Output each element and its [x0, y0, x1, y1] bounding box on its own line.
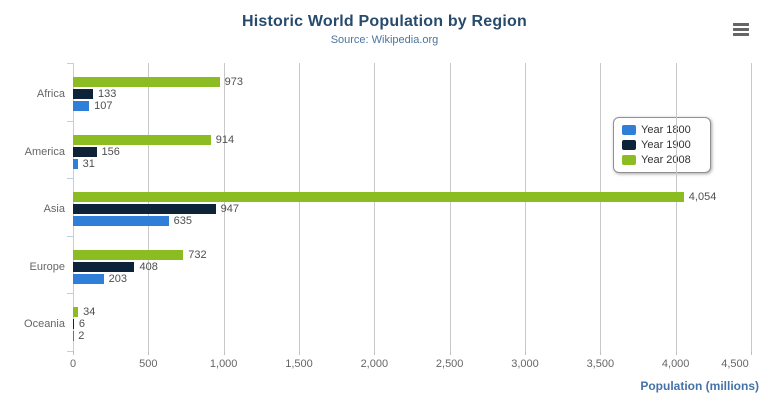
legend-item-label: Year 1800 — [641, 124, 691, 136]
gridline — [223, 63, 225, 351]
bar-asia-year-1900[interactable] — [73, 204, 216, 215]
x-axis-title: Population (millions) — [640, 379, 759, 393]
x-axis-tick — [675, 351, 677, 355]
category-label-europe: Europe — [29, 260, 65, 273]
legend-swatch-icon — [622, 155, 636, 165]
x-axis-label: 2,000 — [360, 358, 389, 370]
bar-oceania-year-1900[interactable] — [73, 319, 74, 330]
x-axis-tick — [449, 351, 451, 355]
gridline — [751, 63, 752, 351]
y-axis-tick — [67, 178, 73, 180]
legend-item-year-1800[interactable]: Year 1800 — [622, 124, 704, 136]
gridline — [374, 63, 376, 351]
category-label-america: America — [24, 145, 65, 158]
bar-value-label: 4,054 — [688, 191, 717, 204]
context-menu-button[interactable] — [729, 18, 753, 40]
y-axis-tick — [67, 351, 73, 352]
bar-europe-year-1900[interactable] — [73, 261, 135, 272]
legend-swatch-icon — [622, 125, 636, 135]
gridline — [600, 63, 602, 351]
bar-value-label: 408 — [139, 260, 158, 273]
chart-subtitle: Source: Wikipedia.org — [330, 34, 439, 46]
legend-item-year-1900[interactable]: Year 1900 — [622, 139, 704, 151]
bar-value-label: 31 — [82, 157, 95, 170]
x-axis-tick — [148, 351, 150, 355]
legend-swatch-icon — [622, 140, 636, 150]
legend-item-label: Year 1900 — [641, 139, 691, 151]
bar-africa-year-2008[interactable] — [73, 77, 220, 87]
bar-value-label: 156 — [101, 145, 120, 158]
x-axis-tick — [299, 351, 300, 355]
x-axis-tick — [525, 351, 526, 355]
x-axis-label: 3,500 — [586, 358, 615, 370]
x-axis-tick — [223, 351, 225, 355]
x-axis-label: 4,500 — [721, 358, 749, 370]
gridline — [675, 63, 677, 351]
x-axis-tick — [600, 351, 602, 355]
bar-value-label: 203 — [108, 272, 127, 285]
x-axis-tick — [751, 351, 752, 355]
x-axis-label: 3,000 — [511, 358, 539, 370]
bar-value-label: 732 — [188, 248, 207, 261]
x-axis-label: 1,000 — [209, 358, 238, 370]
bar-value-label: 947 — [220, 203, 240, 216]
bar-value-label: 133 — [98, 88, 117, 100]
category-label-africa: Africa — [36, 88, 65, 100]
bar-america-year-2008[interactable] — [73, 134, 211, 145]
bar-asia-year-1800[interactable] — [73, 216, 169, 227]
x-axis-label: 500 — [139, 358, 158, 370]
y-axis-tick — [67, 120, 73, 122]
bar-value-label: 107 — [94, 100, 113, 112]
bar-oceania-year-2008[interactable] — [73, 307, 79, 318]
legend-item-year-2008[interactable]: Year 2008 — [622, 154, 704, 166]
y-axis-tick — [67, 235, 73, 237]
x-axis-label: 4,000 — [661, 358, 690, 370]
y-axis-tick — [67, 63, 73, 64]
x-axis-label: 0 — [69, 358, 77, 370]
hamburger-menu-icon — [733, 22, 749, 36]
bar-africa-year-1800[interactable] — [73, 101, 90, 111]
gridline — [449, 63, 451, 351]
bar-asia-year-2008[interactable] — [73, 192, 684, 203]
bar-europe-year-1800[interactable] — [73, 273, 104, 284]
bar-value-label: 6 — [78, 318, 86, 331]
x-axis-tick — [374, 351, 376, 355]
bar-value-label: 2 — [78, 330, 85, 343]
x-axis-tick — [73, 351, 74, 355]
x-axis-label: 2,500 — [435, 358, 464, 370]
y-axis-tick — [67, 293, 73, 295]
legend: Year 1800 Year 1900 Year 2008 — [613, 117, 711, 173]
gridline — [299, 63, 300, 351]
bar-value-label: 635 — [173, 215, 193, 228]
bar-value-label: 34 — [83, 306, 96, 319]
bar-america-year-1900[interactable] — [73, 146, 97, 157]
gridline — [525, 63, 526, 351]
chart-title: Historic World Population by Region — [242, 13, 527, 30]
x-axis-label: 1,500 — [285, 358, 313, 370]
bar-value-label: 914 — [215, 133, 235, 146]
bar-value-label: 973 — [224, 76, 243, 88]
category-label-asia: Asia — [43, 203, 65, 216]
bar-europe-year-2008[interactable] — [73, 249, 184, 260]
category-label-oceania: Oceania — [24, 318, 65, 331]
bar-africa-year-1900[interactable] — [73, 89, 94, 99]
bar-america-year-1800[interactable] — [73, 158, 78, 169]
legend-item-label: Year 2008 — [641, 154, 691, 166]
